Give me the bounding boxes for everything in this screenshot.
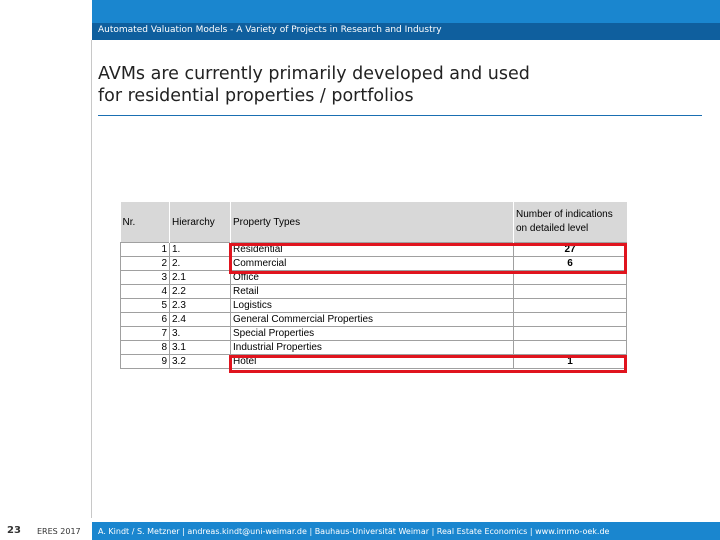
table-row: 8 3.1 Industrial Properties: [120, 340, 627, 355]
cell-indications: 1: [513, 354, 627, 369]
table-header-row: Nr. Hierarchy Property Types Number of i…: [120, 202, 627, 243]
header-subtitle: Automated Valuation Models - A Variety o…: [98, 25, 442, 35]
event-box: ERES 2017: [31, 522, 91, 540]
page-number-box: 23: [0, 522, 31, 540]
cell-nr: 7: [120, 326, 170, 341]
cell-property-type: Commercial: [230, 256, 514, 271]
property-types-table-wrap: Nr. Hierarchy Property Types Number of i…: [120, 202, 627, 373]
cell-hierarchy: 3.2: [169, 354, 231, 369]
header-bar: Automated Valuation Models - A Variety o…: [0, 0, 720, 40]
cell-hierarchy: 3.: [169, 326, 231, 341]
cell-hierarchy: 1.: [169, 242, 231, 257]
cell-indications: [513, 298, 627, 313]
cell-property-type: Hotel: [230, 354, 514, 369]
table-row: 4 2.2 Retail: [120, 284, 627, 299]
slide-title: AVMs are currently primarily developed a…: [98, 63, 698, 107]
property-types-table: Nr. Hierarchy Property Types Number of i…: [120, 202, 627, 369]
cell-nr: 9: [120, 354, 170, 369]
page-number: 23: [7, 525, 21, 536]
col-nr: Nr.: [120, 202, 170, 243]
cell-property-type: Residential: [230, 242, 514, 257]
footer: 23 ERES 2017 A. Kindt / S. Metzner | and…: [0, 522, 720, 540]
cell-hierarchy: 2.: [169, 256, 231, 271]
cell-indications: [513, 340, 627, 355]
cell-hierarchy: 2.2: [169, 284, 231, 299]
table-body: 1 1. Residential 27 2 2. Commercial 6 3 2.1 Office…: [120, 242, 627, 369]
table-row: 3 2.1 Office: [120, 270, 627, 285]
slide-title-line2: for residential properties / portfolios: [98, 86, 414, 106]
cell-nr: 3: [120, 270, 170, 285]
table-row: 7 3. Special Properties: [120, 326, 627, 341]
cell-indications: 27: [513, 242, 627, 257]
header-left-panel: [0, 0, 92, 40]
footer-bar: A. Kindt / S. Metzner | andreas.kindt@un…: [92, 522, 720, 540]
table-row: 5 2.3 Logistics: [120, 298, 627, 313]
cell-nr: 6: [120, 312, 170, 327]
cell-property-type: Retail: [230, 284, 514, 299]
cell-indications: [513, 284, 627, 299]
cell-nr: 2: [120, 256, 170, 271]
cell-property-type: General Commercial Properties: [230, 312, 514, 327]
cell-hierarchy: 2.4: [169, 312, 231, 327]
table-row: 2 2. Commercial 6: [120, 256, 627, 271]
table-row: 1 1. Residential 27: [120, 242, 627, 257]
cell-nr: 1: [120, 242, 170, 257]
cell-indications: 6: [513, 256, 627, 271]
header-strip: [92, 23, 720, 40]
cell-indications: [513, 312, 627, 327]
cell-nr: 5: [120, 298, 170, 313]
cell-property-type: Logistics: [230, 298, 514, 313]
cell-hierarchy: 3.1: [169, 340, 231, 355]
cell-nr: 8: [120, 340, 170, 355]
cell-indications: [513, 326, 627, 341]
col-indications: Number of indications on detailed level: [513, 202, 627, 243]
col-hierarchy: Hierarchy: [169, 202, 231, 243]
col-property-types: Property Types: [230, 202, 514, 243]
slide-title-line1: AVMs are currently primarily developed a…: [98, 64, 530, 84]
table-row: 6 2.4 General Commercial Properties: [120, 312, 627, 327]
title-rule: [98, 115, 702, 116]
cell-indications: [513, 270, 627, 285]
left-divider: [91, 40, 92, 518]
event-label: ERES 2017: [37, 527, 81, 536]
table-row: 9 3.2 Hotel 1: [120, 354, 627, 369]
cell-hierarchy: 2.1: [169, 270, 231, 285]
cell-nr: 4: [120, 284, 170, 299]
cell-property-type: Industrial Properties: [230, 340, 514, 355]
cell-hierarchy: 2.3: [169, 298, 231, 313]
cell-property-type: Special Properties: [230, 326, 514, 341]
cell-property-type: Office: [230, 270, 514, 285]
footer-credits: A. Kindt / S. Metzner | andreas.kindt@un…: [98, 527, 610, 536]
